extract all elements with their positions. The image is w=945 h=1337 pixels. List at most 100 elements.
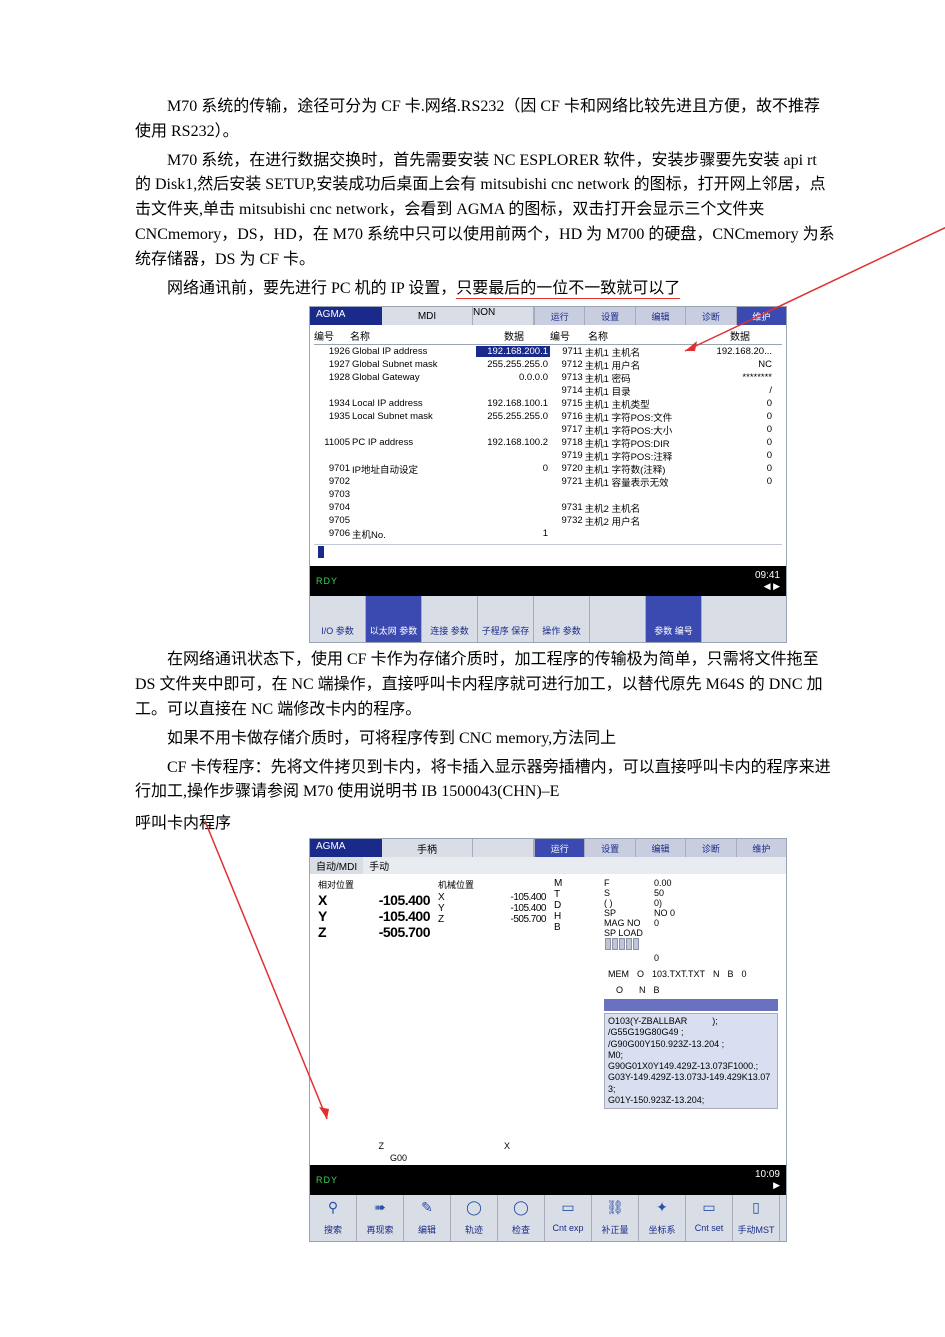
param-label: Global Gateway — [352, 372, 476, 383]
softkey[interactable]: 连接 参数 — [422, 596, 478, 642]
param-value[interactable]: / — [709, 385, 774, 396]
machine-pos-panel: 机械位置 X-105.400Y-105.400Z-505.700 — [434, 876, 550, 1111]
softkey[interactable]: ⚲搜索 — [310, 1195, 357, 1241]
param-row: 9713主机1 密码******** — [550, 371, 774, 384]
param-number: 9716 — [550, 411, 585, 422]
gcode-listing: O103(Y-ZBALLBAR ); /G55G19G80G49 ; /G90G… — [604, 1013, 778, 1109]
softkey[interactable]: ▯手动MST — [733, 1195, 780, 1241]
param-label: 主机2 用户名 — [585, 514, 709, 528]
axis-label: Z — [318, 924, 338, 940]
param-value[interactable]: 0 — [709, 398, 774, 409]
param-label: 主机1 目录 — [585, 384, 709, 398]
spacer-2 — [473, 839, 534, 857]
param-row: 9721主机1 容量表示无效0 — [550, 475, 774, 488]
param-row: 1926Global IP address192.168.200.1 — [314, 345, 550, 358]
param-value[interactable]: 192.168.100.1 — [476, 398, 550, 409]
tab-maintain[interactable]: 维护 — [736, 307, 786, 325]
param-value[interactable]: 0 — [476, 463, 550, 474]
softkey[interactable]: ➠再现索 — [357, 1195, 404, 1241]
tab-diag-2[interactable]: 诊断 — [685, 839, 735, 857]
param-number: 1934 — [314, 398, 352, 409]
g-z-label: Z — [314, 1141, 390, 1151]
info-value: 0) — [654, 898, 778, 908]
info-label: SP LOAD — [604, 928, 654, 938]
param-right-column: 9711主机1 主机名192.168.20...9712主机1 用户名NC971… — [550, 345, 774, 540]
softkey[interactable]: 操作 参数 — [534, 596, 590, 642]
para-1: M70 系统的传输，途径可分为 CF 卡.网络.RS232（因 CF 卡和网络比… — [135, 95, 835, 145]
param-number: 9732 — [550, 515, 585, 526]
param-value[interactable]: 255.255.255.0 — [476, 411, 550, 422]
subtab-manual[interactable]: 手动 — [363, 857, 395, 874]
tab-diag[interactable]: 诊断 — [685, 307, 735, 325]
param-row: 9716主机1 字符POS:文件0 — [550, 410, 774, 423]
param-label: 主机1 用户名 — [585, 358, 709, 372]
param-label: 主机1 主机名 — [585, 345, 709, 359]
agma-badge: AGMA — [310, 307, 382, 325]
info-label: SP — [604, 908, 654, 918]
param-value[interactable]: 192.168.100.2 — [476, 437, 550, 448]
tab-maintain-2[interactable]: 维护 — [736, 839, 786, 857]
clock: 09:41◀ ▶ — [755, 570, 780, 592]
param-number: 9717 — [550, 424, 585, 435]
param-number: 9706 — [314, 528, 352, 539]
tab-settings[interactable]: 设置 — [584, 307, 634, 325]
softkey[interactable]: ✦坐标系 — [639, 1195, 686, 1241]
softkey-icon: ◯ — [513, 1199, 529, 1216]
mem-b: B — [724, 969, 738, 979]
modal-markers: MTDHB — [550, 876, 600, 1111]
param-value[interactable]: 0 — [709, 411, 774, 422]
softkey[interactable]: ▭Cnt set — [686, 1195, 733, 1241]
softkey[interactable]: 子程序 保存 — [478, 596, 534, 642]
softkey[interactable]: ✎编辑 — [404, 1195, 451, 1241]
axis-value: -105.400 — [458, 892, 546, 903]
sp-load-value: 0 — [654, 953, 778, 963]
param-value[interactable]: 192.168.20... — [709, 346, 774, 357]
screenshot-run: AGMA 手柄 运行 设置 编辑 诊断 维护 自动/MDI 手动 相对位置 — [310, 839, 786, 1241]
softkey[interactable]: 参数 编号 — [646, 596, 702, 642]
info-line: SP LOAD — [604, 928, 778, 938]
param-number: 9715 — [550, 398, 585, 409]
tab-run-2[interactable]: 运行 — [534, 839, 584, 857]
softkey[interactable]: 以太网 参数 — [366, 596, 422, 642]
param-value[interactable]: ******** — [709, 372, 774, 383]
param-row: 9715主机1 主机类型0 — [550, 397, 774, 410]
param-number: 9711 — [550, 346, 585, 357]
ready-indicator-2: RDY — [316, 1175, 338, 1185]
param-value[interactable]: 0 — [709, 463, 774, 474]
param-label: 主机1 字符POS:注释 — [585, 449, 709, 463]
titlebar-2: AGMA 手柄 运行 设置 编辑 诊断 维护 — [310, 839, 786, 857]
param-value[interactable]: 255.255.255.0 — [476, 359, 550, 370]
info-value: NO 0 — [654, 908, 778, 918]
input-line[interactable] — [314, 544, 782, 562]
param-value[interactable]: NC — [709, 359, 774, 370]
tab-edit[interactable]: 编辑 — [635, 307, 685, 325]
param-value[interactable]: 0 — [709, 450, 774, 461]
para-5: 如果不用卡做存储介质时，可将程序传到 CNC memory,方法同上 — [135, 727, 835, 752]
param-value[interactable]: 0 — [709, 437, 774, 448]
softkey-icon: ➠ — [374, 1199, 386, 1216]
tab-edit-2[interactable]: 编辑 — [635, 839, 685, 857]
param-value[interactable]: 0 — [709, 476, 774, 487]
param-row: 1935Local Subnet mask255.255.255.0 — [314, 410, 550, 423]
param-row: 9705 — [314, 514, 550, 527]
tab-settings-2[interactable]: 设置 — [584, 839, 634, 857]
softkey[interactable]: ◯检查 — [498, 1195, 545, 1241]
softkey[interactable]: ⛓补正量 — [592, 1195, 639, 1241]
relative-pos-panel: 相对位置 X-105.400Y-105.400Z-505.700 — [314, 876, 434, 1111]
subtab-auto[interactable]: 自动/MDI — [310, 857, 363, 874]
info-line: MAG NO0 — [604, 918, 778, 928]
softkey[interactable]: ▭Cnt exp — [545, 1195, 592, 1241]
tab-run[interactable]: 运行 — [534, 307, 584, 325]
softkey[interactable]: ◯轨迹 — [451, 1195, 498, 1241]
param-header: 编号 名称 数据 编号 名称 数据 — [314, 327, 782, 345]
mode-indicator-2: 手柄 — [382, 839, 473, 857]
param-label: 主机No. — [352, 527, 476, 541]
param-value[interactable]: 192.168.200.1 — [476, 346, 550, 357]
param-label: 主机2 主机名 — [585, 501, 709, 515]
param-value[interactable]: 0.0.0.0 — [476, 372, 550, 383]
softkey[interactable]: I/O 参数 — [310, 596, 366, 642]
param-value[interactable]: 0 — [709, 424, 774, 435]
param-row: 9704 — [314, 501, 550, 514]
param-value[interactable]: 1 — [476, 528, 550, 539]
mem-n-2: N — [635, 985, 650, 995]
